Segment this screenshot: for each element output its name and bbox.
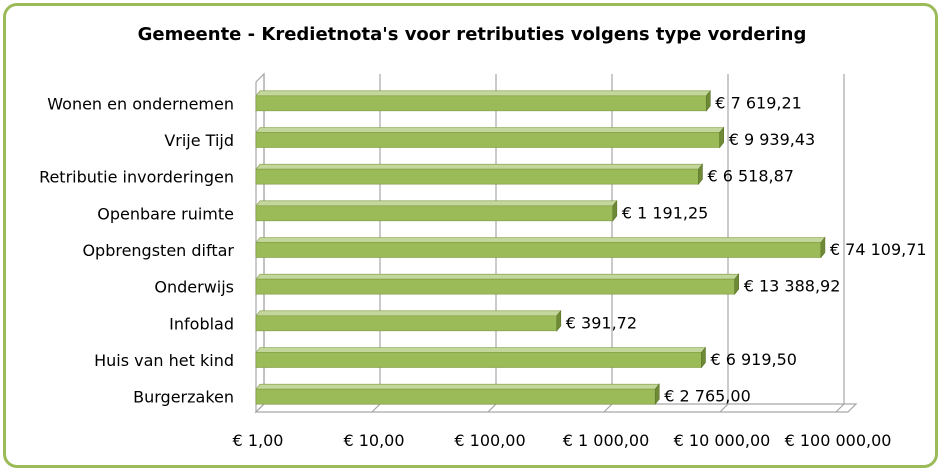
bar	[255, 309, 562, 332]
x-tick-label: € 100 000,00	[785, 431, 892, 450]
bar-front-face	[255, 95, 707, 112]
data-label: € 6 518,87	[707, 167, 794, 186]
bar	[255, 236, 826, 259]
bar-end-face	[701, 346, 706, 369]
bar-end-face	[698, 163, 703, 186]
bar-front-face	[255, 388, 656, 405]
bar-end-face	[820, 236, 826, 259]
bar-top-face	[255, 200, 618, 207]
bar-end-face	[612, 199, 618, 222]
bar-top-face	[255, 163, 704, 170]
bar-front-face	[255, 205, 614, 222]
data-label: € 74 109,71	[830, 240, 927, 259]
category-label: Huis van het kind	[94, 351, 234, 370]
bar	[255, 199, 618, 222]
data-label: € 6 919,50	[710, 350, 797, 369]
bar-front-face	[255, 242, 822, 258]
category-label: Burgerzaken	[133, 388, 234, 407]
data-label: € 9 939,43	[729, 130, 816, 149]
bar	[255, 346, 707, 369]
bar	[255, 273, 740, 296]
bars	[255, 89, 826, 406]
bar-top-face	[255, 237, 826, 243]
bar	[255, 89, 711, 112]
category-labels: Wonen en ondernemen Vrije Tijd Retributie …	[39, 94, 234, 406]
bar-top-face	[255, 127, 725, 133]
bar-top-face	[255, 347, 707, 353]
x-axis-tick-labels: € 1,00 € 10,00 € 100,00 € 1 000,00 € 10 000,…	[233, 431, 892, 450]
data-label: € 1 191,25	[622, 203, 709, 222]
bar-end-face	[556, 309, 562, 332]
category-label: Onderwijs	[154, 278, 234, 297]
bar-top-face	[255, 310, 562, 317]
bar-end-face	[654, 383, 660, 406]
bar	[255, 126, 725, 149]
category-label: Openbare ruimte	[97, 204, 234, 223]
data-label: € 2 765,00	[664, 387, 751, 406]
bar-front-face	[255, 168, 699, 185]
bar	[255, 163, 704, 186]
data-label: € 13 388,92	[744, 277, 841, 296]
data-label: € 391,72	[566, 313, 637, 332]
chart-title: Gemeente - Kredietnota's voor retributie…	[138, 24, 807, 45]
category-label: Wonen en ondernemen	[47, 94, 234, 113]
x-tick-label: € 1 000,00	[563, 431, 650, 450]
bar-top-face	[255, 273, 740, 280]
data-label: € 7 619,21	[715, 93, 802, 112]
bar-front-face	[255, 132, 720, 148]
bar-top-face	[255, 90, 711, 97]
gridline	[719, 74, 729, 413]
x-tick-label: € 1,00	[233, 431, 284, 450]
bar-top-face	[255, 383, 660, 390]
category-label: Opbrengsten diftar	[82, 241, 234, 260]
x-tick-label: € 10,00	[343, 431, 404, 450]
bar-front-face	[255, 278, 736, 295]
category-label: Infoblad	[169, 314, 234, 333]
x-tick-label: € 100,00	[454, 431, 525, 450]
category-label: Retributie invorderingen	[39, 168, 234, 187]
bar-end-face	[706, 89, 711, 112]
floor	[254, 403, 858, 413]
x-tick-label: € 10 000,00	[674, 431, 771, 450]
data-labels: € 7 619,21 € 9 939,43 € 6 518,87 € 1 191,25…	[566, 93, 927, 405]
bar-front-face	[255, 315, 558, 332]
category-label: Vrije Tijd	[164, 131, 234, 150]
bar-end-face	[719, 126, 724, 149]
gridline	[835, 74, 845, 413]
bar-front-face	[255, 352, 702, 368]
bar-end-face	[734, 273, 740, 296]
bar	[255, 383, 660, 406]
